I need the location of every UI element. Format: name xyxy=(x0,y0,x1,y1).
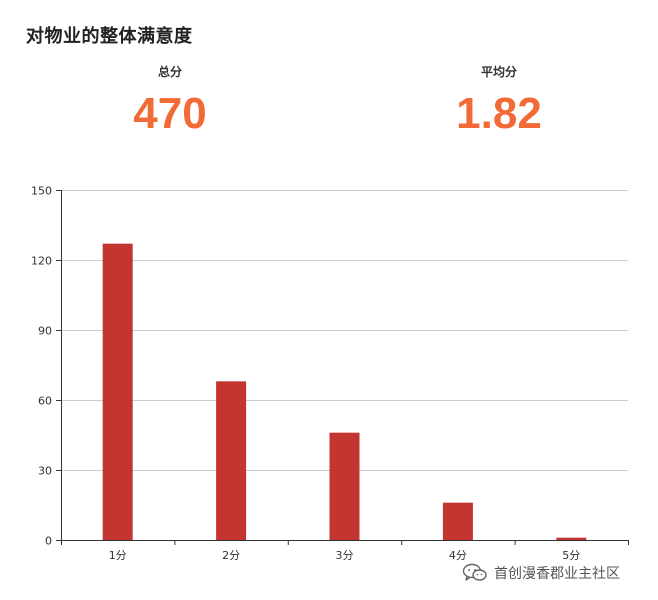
x-tick-label: 2分 xyxy=(222,549,240,562)
x-tick-label: 3分 xyxy=(336,549,354,562)
y-tick-label: 120 xyxy=(31,255,52,268)
y-tick-label: 60 xyxy=(38,395,52,408)
watermark: 首创漫香郡业主社区 xyxy=(462,562,620,584)
bar xyxy=(329,432,360,540)
y-tick-label: 90 xyxy=(38,325,52,338)
wechat-icon xyxy=(462,563,487,581)
average-score-value: 1.82 xyxy=(456,89,542,138)
page-title: 对物业的整体满意度 xyxy=(26,26,193,47)
x-tick-label: 1分 xyxy=(109,549,127,562)
bar xyxy=(216,381,247,540)
watermark-text: 首创漫香郡业主社区 xyxy=(494,566,620,582)
y-tick-label: 0 xyxy=(45,535,52,548)
average-score-label: 平均分 xyxy=(480,65,517,79)
y-tick-label: 30 xyxy=(38,465,52,478)
y-tick-label: 150 xyxy=(31,185,52,198)
x-tick-label: 4分 xyxy=(449,549,467,562)
bar xyxy=(102,243,133,540)
x-tick-label: 5分 xyxy=(562,549,580,562)
bar xyxy=(442,502,473,540)
total-score-value: 470 xyxy=(133,89,207,138)
average-score-panel: 平均分 1.82 xyxy=(389,62,609,140)
total-score-panel: 总分 470 xyxy=(60,62,280,140)
total-score-label: 总分 xyxy=(157,65,182,79)
bar xyxy=(556,537,587,540)
